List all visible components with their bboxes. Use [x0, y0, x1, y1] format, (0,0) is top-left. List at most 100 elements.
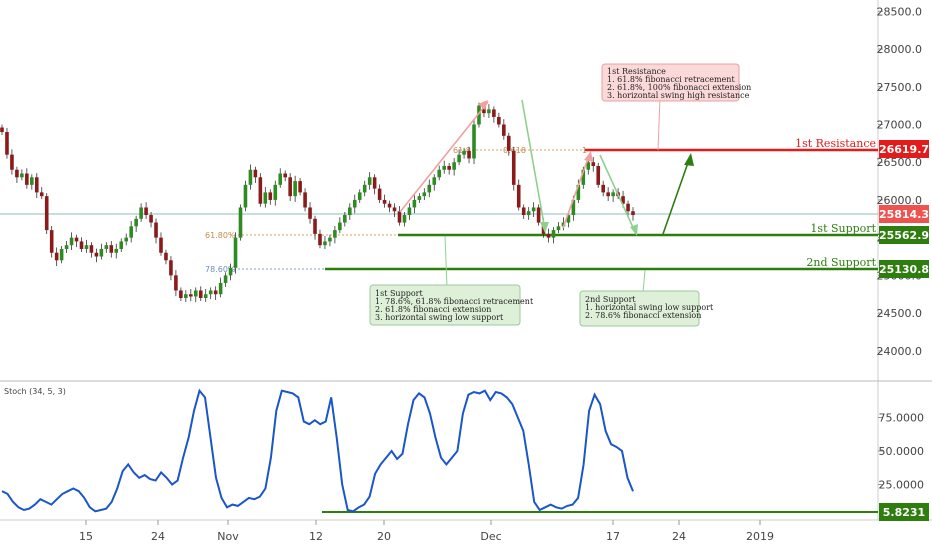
candle-body: [94, 252, 99, 257]
candle-body: [109, 245, 114, 253]
candle-body: [64, 245, 69, 249]
pattern-arrows: [399, 99, 694, 236]
candle-body: [367, 177, 372, 185]
price-tick-label: 27000.0: [877, 118, 923, 131]
candle-body: [387, 203, 392, 208]
candle-body: [328, 237, 332, 242]
candle-body: [521, 207, 526, 216]
candle-body: [581, 169, 586, 185]
candle-body: [44, 196, 49, 231]
candle-body: [467, 150, 471, 159]
stoch-indicator-title: Stoch (34, 5, 3): [4, 387, 66, 396]
candle-body: [497, 116, 501, 125]
support-2-note-pointer: [642, 269, 646, 294]
candle-body: [144, 207, 148, 216]
candle-body: [551, 230, 556, 238]
candle-body: [338, 222, 342, 231]
resistance-note-line-2: 1. 61.8% fibonacci retracement: [607, 75, 735, 84]
candle-body: [502, 124, 506, 136]
candle-body: [427, 184, 432, 193]
candle-body: [323, 241, 327, 246]
candle-body: [198, 290, 203, 299]
candle-body: [79, 241, 84, 249]
projection-arrow: [662, 156, 691, 235]
support-1-price-tag-text: 25562.9: [879, 229, 929, 242]
candle-body: [89, 245, 94, 253]
support-1-line-label: 1st Support: [810, 222, 876, 235]
candle-body: [571, 199, 576, 216]
candle-body: [203, 294, 208, 299]
resistance-price-tag-text: 26619.7: [879, 143, 929, 156]
candle-body: [447, 165, 451, 170]
pattern-arrowhead-down-1: [540, 222, 549, 233]
candle-body: [357, 192, 362, 200]
price-tick-label: 26000.0: [877, 194, 923, 207]
candle-body: [154, 222, 158, 238]
candle-body: [243, 184, 248, 208]
pattern-arrowhead-up-1: [478, 100, 488, 110]
candle-body: [437, 169, 442, 178]
candle-body: [273, 184, 278, 200]
candle-body: [208, 290, 213, 295]
candle-body: [159, 237, 163, 253]
candle-body: [611, 192, 615, 197]
support-2-price-tag-bg: [879, 260, 929, 278]
candle-body: [606, 192, 610, 197]
candle-body: [104, 245, 109, 249]
time-tick-label: Nov: [217, 530, 239, 543]
support-2-note-box: [579, 290, 700, 327]
candle-body: [39, 192, 44, 197]
support-1-price-tag-bg: [879, 226, 929, 244]
stoch-line: [1, 388, 634, 513]
candle-body: [298, 181, 302, 193]
support-2-price-tag: 25130.8: [879, 260, 929, 278]
candle-body: [15, 169, 19, 178]
candle-body: [218, 282, 223, 295]
candle-body: [333, 230, 337, 238]
support-2-line-label: 2nd Support: [806, 256, 876, 269]
resistance-line-label: 1st Resistance: [795, 137, 876, 150]
price-tick-label: 27500.0: [877, 81, 923, 94]
pattern-arrow-up-1: [399, 101, 489, 213]
resistance-price-tag-bg: [879, 140, 929, 158]
candle-body: [288, 177, 292, 197]
candle-body: [372, 177, 377, 189]
candle-body: [457, 154, 461, 163]
support-2-price-tag-text: 25130.8: [879, 263, 929, 276]
time-tick-label: 24: [672, 530, 686, 543]
candle-body: [347, 207, 352, 216]
fib-label-0-618: 0.618: [503, 146, 526, 155]
candle-body: [169, 260, 173, 276]
candle-body: [30, 177, 34, 185]
candle-body: [487, 109, 491, 114]
candle-body: [566, 215, 571, 223]
candle-body: [54, 252, 59, 261]
pattern-arrowhead-up-2: [584, 151, 593, 162]
support-2-note-line-1: 2nd Support: [585, 295, 636, 304]
candle-body: [283, 173, 288, 178]
candle-body: [248, 169, 253, 185]
candle-body: [149, 215, 153, 223]
support-1-note-line-3: 2. 61.8% fibonacci extension: [375, 305, 491, 314]
fib-label-78-6: 78.60%: [205, 265, 236, 274]
candle-body: [184, 294, 188, 299]
candle-body: [442, 165, 446, 170]
stoch-axis: 25.0000 50.0000 75.0000: [878, 412, 924, 492]
candle-body: [119, 241, 124, 249]
time-tick-label: 2019: [746, 530, 774, 543]
stoch-tick-label: 25.0000: [879, 479, 925, 492]
candle-body: [34, 177, 39, 193]
last-price-tag-text: 25814.3: [879, 208, 929, 221]
candle-body: [59, 248, 64, 261]
fib-label-1: 1: [582, 146, 587, 155]
candle-body: [402, 215, 407, 223]
time-tick-label: 12: [309, 530, 323, 543]
candle-body: [313, 218, 317, 234]
candlestick-series: [0, 101, 635, 303]
candle-body: [576, 184, 581, 200]
candle-body: [0, 127, 4, 133]
candle-body: [412, 199, 417, 208]
candle-body: [511, 150, 516, 185]
candle-body: [601, 184, 605, 193]
